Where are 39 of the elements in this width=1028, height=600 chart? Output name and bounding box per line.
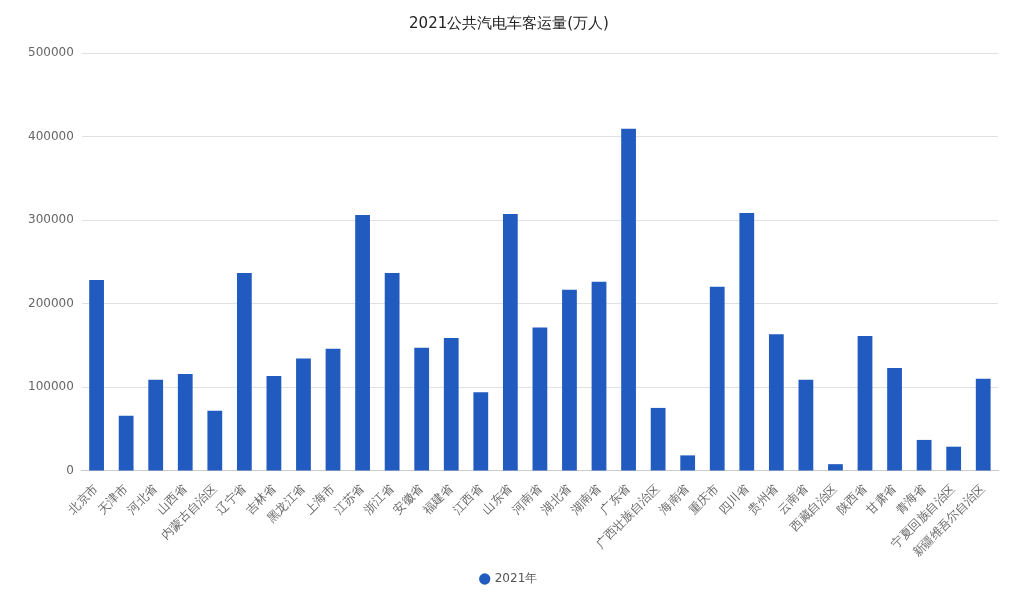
bar	[768, 334, 784, 471]
bar	[355, 214, 370, 471]
y-tick-label: 100000	[28, 379, 74, 394]
bar	[443, 338, 459, 471]
bar	[177, 373, 193, 471]
bar	[916, 439, 932, 471]
bar	[975, 378, 991, 471]
bar	[680, 455, 696, 471]
bar	[857, 336, 873, 471]
y-tick-label: 200000	[28, 295, 74, 310]
y-tick-label: 500000	[28, 45, 74, 60]
bar	[532, 327, 548, 471]
y-tick-label: 300000	[28, 212, 74, 227]
bar	[118, 415, 134, 471]
bar	[798, 379, 814, 471]
bar	[650, 407, 666, 471]
bar	[502, 213, 518, 471]
bar	[266, 375, 282, 471]
bar	[709, 286, 725, 471]
bar	[473, 392, 489, 471]
bar	[148, 379, 164, 471]
bar	[739, 212, 755, 471]
bar	[562, 289, 577, 471]
bar	[296, 358, 311, 471]
bar	[414, 347, 430, 471]
bar	[591, 281, 607, 471]
bar	[828, 464, 843, 471]
bar	[887, 368, 902, 471]
bar	[207, 410, 223, 471]
bar	[621, 128, 636, 471]
bar	[946, 446, 962, 471]
legend-label: 2021年	[494, 571, 538, 586]
y-tick-label: 400000	[28, 128, 74, 143]
bar	[384, 273, 400, 471]
chart-title: 2021公共汽电车客运量(万人)	[409, 13, 609, 32]
y-tick-label: 0	[66, 463, 74, 478]
bar	[236, 273, 252, 471]
bar	[325, 348, 341, 471]
bar	[89, 279, 104, 471]
